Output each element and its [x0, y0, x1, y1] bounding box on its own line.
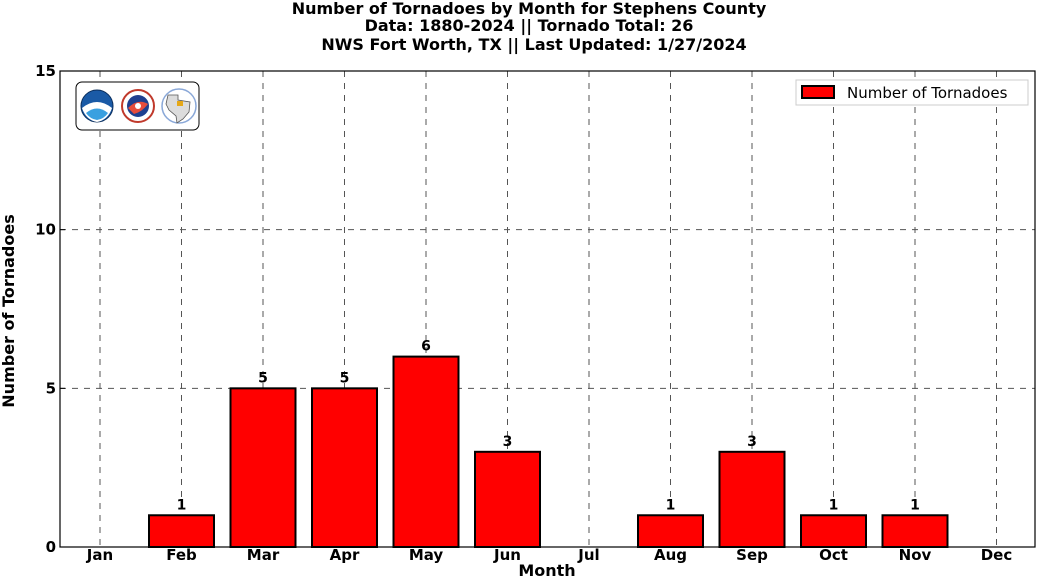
chart-subtitle-office: NWS Fort Worth, TX || Last Updated: 1/27… — [321, 35, 746, 55]
logo-box — [75, 81, 200, 131]
chart-subtitle-data-range: Data: 1880-2024 || Tornado Total: 26 — [365, 16, 694, 36]
x-tick-label: Feb — [166, 546, 197, 564]
noaa-logo — [80, 89, 114, 123]
legend-label: Number of Tornadoes — [847, 84, 1008, 102]
nws-fort-worth-texas-logo — [161, 88, 197, 124]
data-label-jun: 3 — [503, 434, 513, 450]
x-tick-label: Dec — [981, 546, 1013, 564]
bar-apr — [311, 387, 378, 549]
y-tick-label: 10 — [35, 221, 56, 239]
bar-sep — [718, 450, 786, 548]
tick-labels: Jan Feb Mar Apr May Jun Jul Aug Sep Oct Nov Dec 0 5 10… — [35, 62, 1012, 564]
y-tick-label: 0 — [46, 538, 56, 556]
bar-nov — [881, 514, 949, 548]
legend: Number of Tornadoes — [795, 79, 1029, 106]
bar-jun — [474, 450, 541, 548]
y-axis-label: Number of Tornadoes — [0, 214, 18, 407]
x-tick-label: Nov — [899, 546, 932, 564]
data-label-aug: 1 — [666, 497, 676, 513]
x-tick-label: Aug — [654, 546, 687, 564]
y-tick-label: 5 — [46, 379, 56, 397]
bar-feb — [148, 514, 215, 548]
data-label-oct: 1 — [829, 497, 839, 513]
x-tick-label: Jan — [86, 546, 113, 564]
data-labels: 1 5 5 6 3 1 3 1 1 — [177, 339, 920, 514]
x-tick-label: Mar — [247, 546, 280, 564]
data-label-sep: 3 — [747, 434, 757, 450]
chart-title: Number of Tornadoes by Month for Stephen… — [292, 0, 767, 18]
bar-may — [392, 355, 460, 548]
x-tick-label: Oct — [819, 546, 848, 564]
x-tick-label: May — [409, 546, 444, 564]
data-label-feb: 1 — [177, 497, 187, 513]
bar-oct — [800, 514, 867, 548]
data-label-nov: 1 — [910, 497, 920, 513]
grid-lines — [60, 71, 1035, 547]
bar-aug — [637, 514, 704, 548]
plot-frame — [59, 70, 1036, 548]
x-tick-label: Jun — [493, 546, 521, 564]
nws-logo — [121, 89, 155, 123]
bar-mar — [229, 387, 297, 549]
y-tick-label: 15 — [35, 62, 56, 80]
x-axis-label: Month — [518, 561, 575, 580]
data-label-may: 6 — [421, 339, 431, 355]
data-label-apr: 5 — [340, 370, 350, 386]
data-label-mar: 5 — [258, 370, 268, 386]
x-tick-label: Apr — [330, 546, 360, 564]
bars — [148, 355, 949, 549]
x-tick-label: Sep — [736, 546, 768, 564]
legend-swatch — [801, 85, 835, 99]
x-tick-label: Jul — [577, 546, 599, 564]
chart-title-block: Number of Tornadoes by Month for Stephen… — [292, 0, 767, 55]
